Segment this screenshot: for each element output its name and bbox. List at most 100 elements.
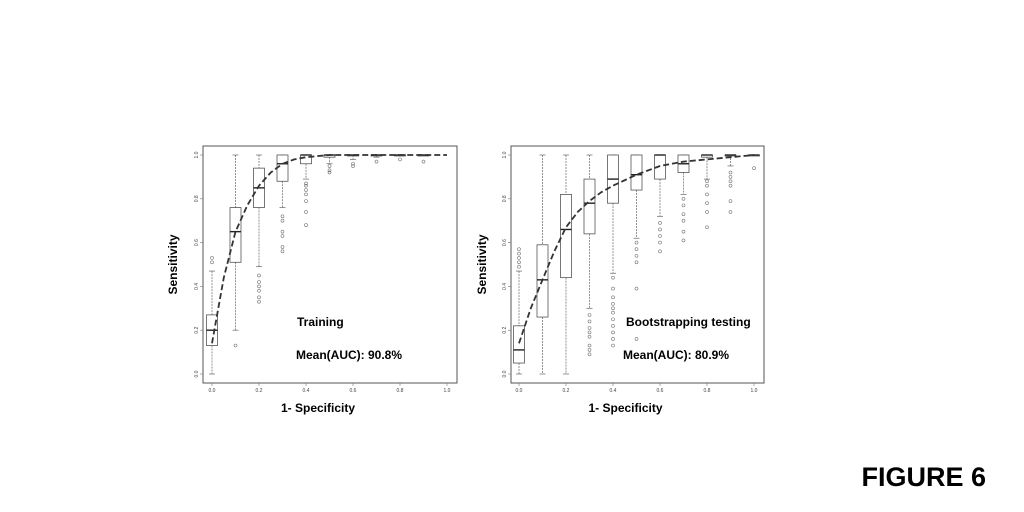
outlier-point [611, 306, 615, 311]
outlier-point [304, 181, 308, 186]
outlier-point [587, 326, 592, 330]
outlier-point [705, 179, 709, 184]
outlier-point [634, 260, 639, 265]
outlier-point [374, 159, 379, 164]
outlier-point [681, 229, 686, 234]
outlier-point [705, 192, 709, 197]
mean-roc-curve [211, 154, 447, 344]
x-tick-label: 0.8 [397, 388, 404, 394]
outlier-point [327, 170, 332, 175]
plot-frame [202, 145, 458, 384]
y-axis-label: Sensitivity [166, 234, 180, 294]
outlier-point [658, 227, 662, 232]
boxplot-0.5 [323, 154, 336, 175]
outlier-point [398, 157, 402, 162]
figure-label: FIGURE 6 [861, 462, 986, 492]
x-axis-label: 1- Specificity [281, 401, 355, 415]
boxplot-0.9 [417, 154, 430, 164]
outlier-point [304, 192, 308, 197]
panel-name-annotation: Training [297, 315, 344, 329]
outlier-point [587, 313, 592, 317]
mean-roc-curve [518, 154, 755, 344]
outlier-point [304, 183, 308, 188]
boxplot-0.1 [536, 154, 549, 375]
outlier-point [587, 343, 592, 348]
x-tick-label: 0.0 [209, 388, 216, 394]
outlier-point [304, 188, 308, 192]
outlier-point [728, 179, 733, 184]
outlier-point [705, 225, 709, 230]
outlier-point [517, 247, 521, 251]
outlier-point [257, 295, 261, 300]
plot-frame [510, 145, 765, 384]
outlier-point [611, 343, 615, 348]
outlier-point [280, 229, 285, 234]
outlier-point [351, 164, 355, 168]
outlier-point [681, 203, 686, 208]
outlier-point [587, 352, 592, 357]
box [276, 154, 289, 182]
boxplot-0.5 [630, 154, 643, 341]
outlier-point [304, 223, 308, 227]
auc-annotation: Mean(AUC): 80.9% [623, 348, 729, 362]
outlier-point [421, 159, 426, 164]
outlier-point [658, 234, 662, 238]
outlier-point [681, 238, 686, 243]
outlier-point [634, 247, 639, 251]
outlier-point [611, 337, 615, 341]
outlier-point [257, 299, 261, 304]
outlier-point [280, 245, 285, 249]
outlier-point [681, 197, 686, 201]
boxplot-0.7 [677, 154, 690, 243]
outlier-point [611, 310, 615, 315]
outlier-point [728, 210, 733, 214]
outlier-point [257, 273, 261, 278]
outlier-point [728, 175, 733, 179]
outlier-point [728, 183, 733, 188]
outlier-point [587, 330, 592, 335]
outlier-point [257, 284, 261, 289]
outlier-point [587, 319, 592, 324]
outlier-point [327, 164, 332, 168]
outlier-point [611, 302, 615, 306]
y-tick-label: 1.0 [502, 151, 508, 158]
outlier-point [280, 218, 285, 223]
x-tick-label: 0.2 [563, 388, 570, 394]
outlier-point [280, 214, 285, 219]
x-tick-label: 0.0 [516, 388, 523, 394]
x-tick-label: 0.4 [303, 388, 310, 394]
outlier-point [517, 251, 521, 256]
y-tick-label: 0.8 [194, 195, 200, 202]
boxplot-0.3 [276, 154, 289, 254]
roc-panel-2: 0.0 0.2 0.4 0.6 0.8 1.0 0.0 0.2 0.4 0.6 0.8 1.0 1- S… [475, 145, 765, 415]
boxplot-0.0 [513, 247, 525, 375]
outlier-point [681, 212, 686, 216]
boxplot-0.4 [300, 154, 312, 227]
boxplot-0.2 [560, 154, 572, 375]
x-tick-label: 1.0 [751, 388, 758, 394]
x-axis-label: 1- Specificity [588, 401, 662, 415]
y-tick-label: 1.0 [194, 151, 200, 158]
outlier-point [233, 343, 238, 348]
boxplot-0.1 [229, 154, 242, 348]
outlier-point [257, 288, 261, 293]
y-tick-label: 0.4 [194, 283, 200, 290]
x-tick-label: 0.4 [610, 388, 617, 394]
y-tick-label: 0.2 [194, 327, 200, 334]
outlier-point [658, 240, 662, 245]
outlier-point [634, 240, 639, 245]
panel-name-annotation: Bootstrapping testing [626, 315, 751, 329]
roc-panel-1: 0.0 0.2 0.4 0.6 0.8 1.0 0.0 0.2 0.4 0.6 0.8 1.0 1- S… [166, 145, 458, 415]
outlier-point [304, 210, 308, 214]
y-tick-label: 0.0 [194, 370, 200, 377]
outlier-point [611, 330, 615, 335]
outlier-point [752, 166, 756, 170]
outlier-point [658, 221, 662, 225]
outlier-point [327, 168, 332, 173]
boxplot-0.6 [654, 154, 666, 254]
outlier-point [280, 249, 285, 254]
outlier-point [587, 334, 592, 339]
outlier-point [634, 253, 639, 258]
x-tick-label: 0.6 [657, 388, 664, 394]
boxplot-0.8 [701, 154, 713, 230]
